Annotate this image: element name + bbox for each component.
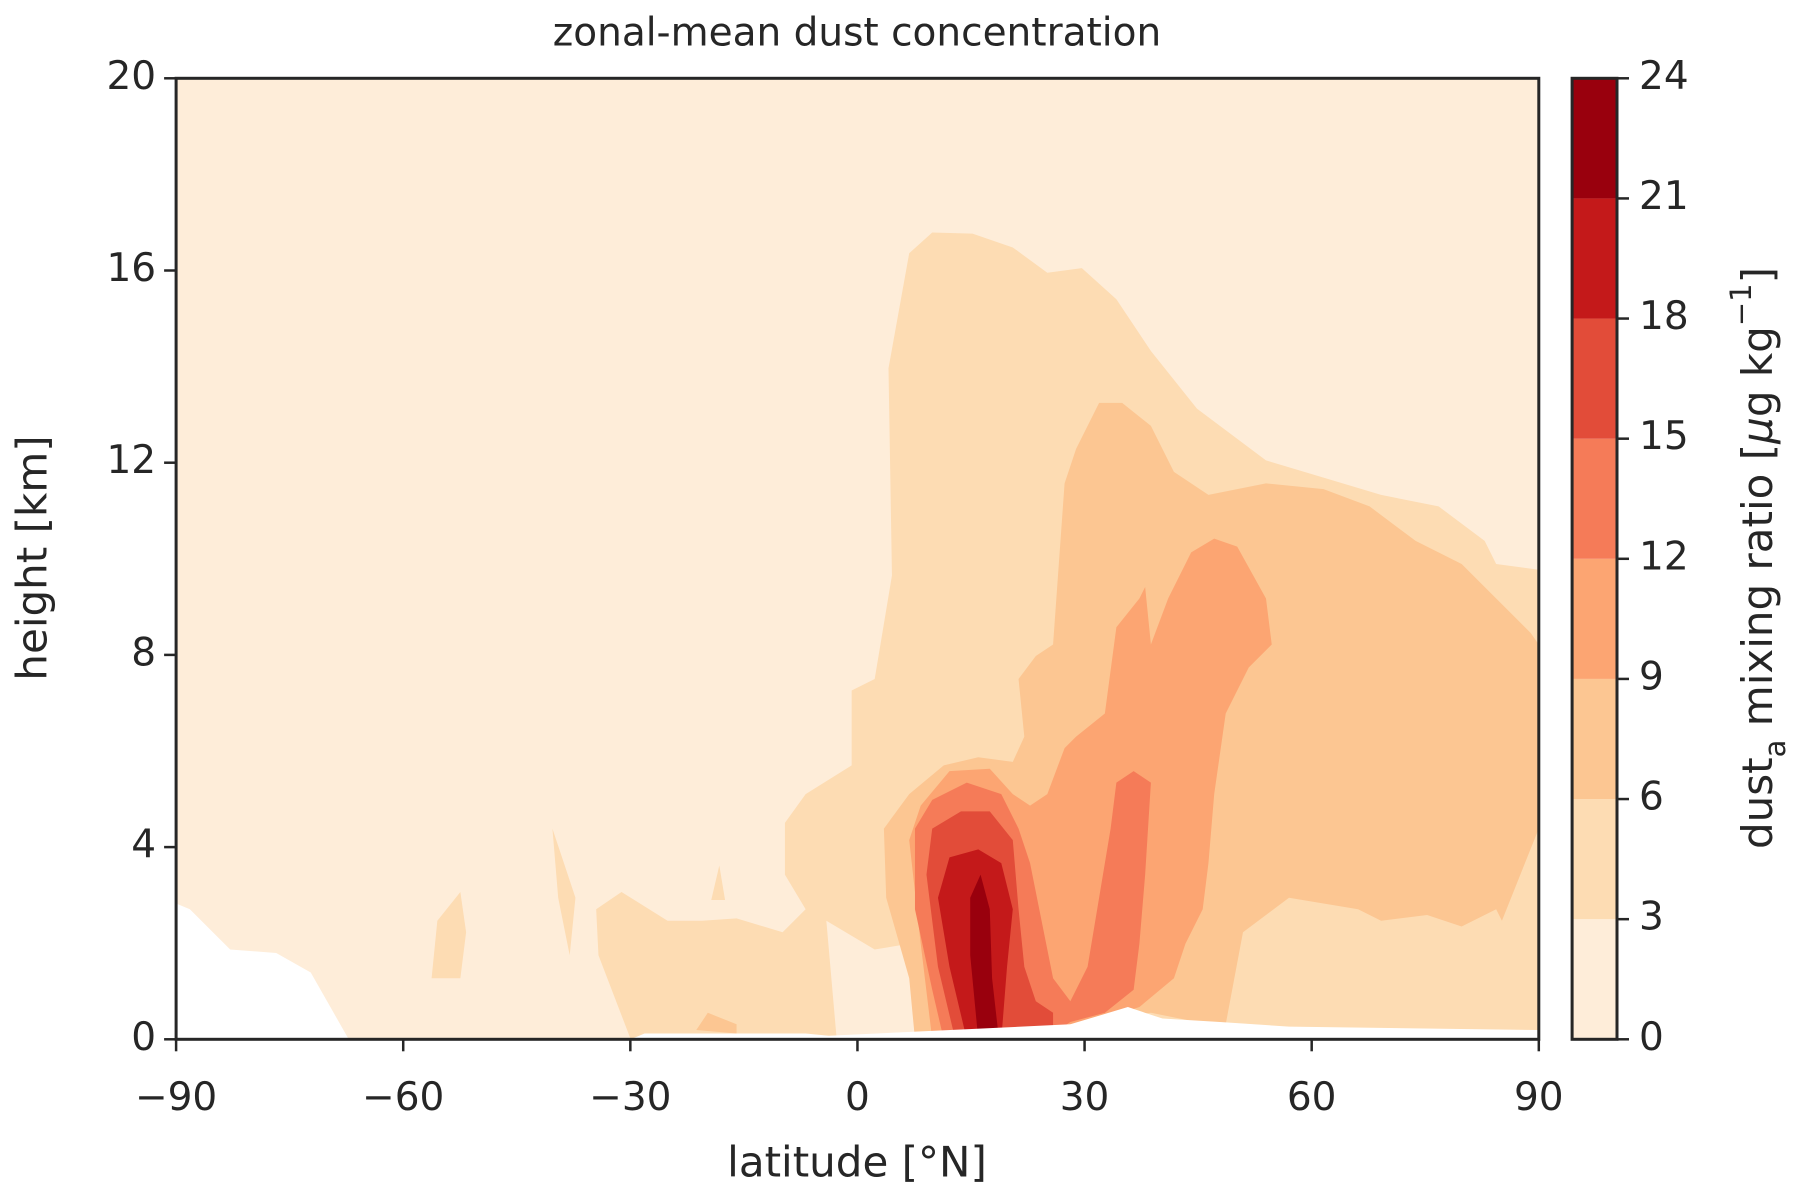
x-axis-label: latitude [°N] xyxy=(727,1138,987,1187)
colorbar-band xyxy=(1572,799,1617,920)
colorbar-tick-label: 21 xyxy=(1639,174,1689,219)
colorbar-tick-label: 24 xyxy=(1639,54,1689,99)
x-tick-label: 90 xyxy=(1514,1075,1564,1120)
colorbar-label-part: −1 xyxy=(1724,283,1758,326)
y-tick-label: 0 xyxy=(131,1015,156,1060)
x-tick-label: 60 xyxy=(1287,1075,1337,1120)
colorbar-tick-label: 6 xyxy=(1639,775,1664,820)
y-tick-label: 16 xyxy=(106,246,156,291)
missing-data xyxy=(176,903,1539,1040)
y-axis-label: height [km] xyxy=(8,435,57,680)
colorbar-label-part: g kg xyxy=(1733,326,1782,417)
colorbar-band xyxy=(1572,198,1617,319)
colorbar-tick-label: 3 xyxy=(1639,895,1664,940)
colorbar-band xyxy=(1572,558,1617,679)
y-tick-label: 20 xyxy=(106,54,156,99)
x-tick-label: −90 xyxy=(135,1075,217,1120)
x-tick-label: −30 xyxy=(589,1075,671,1120)
y-tick-label: 4 xyxy=(131,823,156,868)
colorbar-label: dusta mixing ratio [μg kg−1] xyxy=(1724,267,1792,849)
colorbar-label-part: μ xyxy=(1733,417,1782,445)
y-tick-label: 12 xyxy=(106,438,156,483)
y-tick-label: 8 xyxy=(131,630,156,675)
colorbar-tick-label: 12 xyxy=(1639,534,1689,579)
colorbar-label-part: dust xyxy=(1733,757,1782,849)
contour-field xyxy=(176,78,1539,1040)
colorbar-band xyxy=(1572,678,1617,800)
colorbar-tick-label: 15 xyxy=(1639,414,1689,459)
x-tick-label: −60 xyxy=(362,1075,444,1120)
colorbar-tick-label: 18 xyxy=(1639,294,1689,339)
colorbar-tick-label: 9 xyxy=(1639,654,1664,699)
x-tick-label: 0 xyxy=(845,1075,870,1120)
colorbar-label-part: a xyxy=(1758,740,1792,758)
colorbar-tick-label: 0 xyxy=(1639,1015,1664,1060)
colorbar-label-part: ] xyxy=(1733,267,1782,283)
colorbar-band xyxy=(1572,318,1617,439)
chart-title: zonal-mean dust concentration xyxy=(553,11,1161,56)
colorbar-band xyxy=(1572,438,1617,559)
contour-fill xyxy=(970,874,999,1040)
colorbar-label-part: mixing ratio [ xyxy=(1733,444,1782,740)
contour-fill xyxy=(431,828,726,979)
colorbar-band xyxy=(1572,78,1617,199)
colorbar-band xyxy=(1572,919,1617,1040)
x-tick-label: 30 xyxy=(1060,1075,1110,1120)
